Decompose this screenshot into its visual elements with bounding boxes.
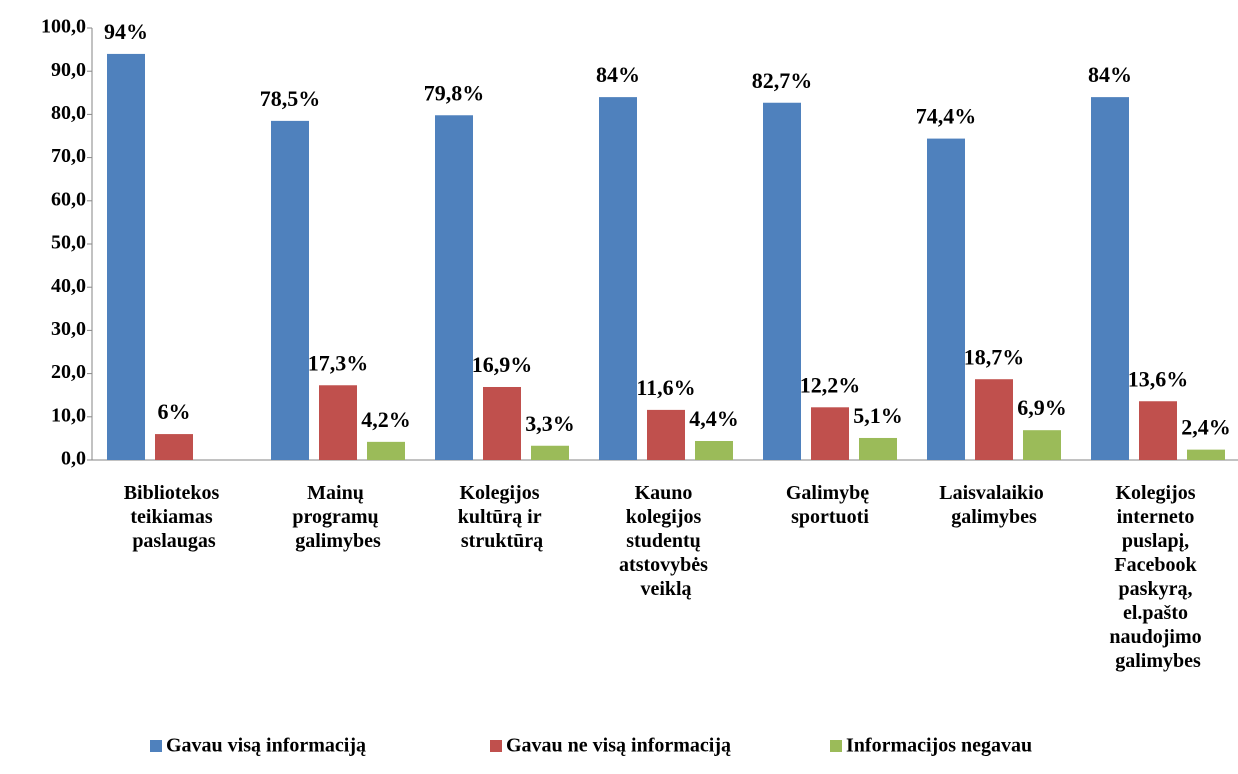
bar <box>1091 97 1129 461</box>
bar <box>647 409 685 460</box>
bar <box>811 407 849 460</box>
x-tick-label: Laisvalaikio galimybes <box>939 482 1048 528</box>
value-label: 84% <box>596 62 640 87</box>
value-label: 11,6% <box>636 375 695 400</box>
legend-label: Gavau visą informaciją <box>166 735 366 757</box>
bar <box>599 97 637 461</box>
x-tick-label: Bibliotekos teikiamas paslaugas <box>124 482 225 552</box>
value-label: 17,3% <box>308 350 369 375</box>
bar <box>367 441 405 460</box>
bar <box>859 437 897 460</box>
bar <box>107 53 145 461</box>
bar <box>1023 430 1061 460</box>
bar <box>927 138 965 461</box>
y-tick-label: 10,0 <box>51 404 86 426</box>
x-tick-label: Mainų programų galimybes <box>292 482 383 552</box>
legend-label: Informacijos negavau <box>846 735 1032 757</box>
bar <box>319 385 357 460</box>
y-tick-label: 80,0 <box>51 102 86 124</box>
bar <box>483 386 521 460</box>
value-label: 2,4% <box>1181 415 1231 440</box>
value-label: 3,3% <box>525 411 575 436</box>
bar <box>435 115 473 460</box>
value-label: 18,7% <box>964 344 1025 369</box>
bar <box>763 102 801 461</box>
bar <box>1139 401 1177 460</box>
value-label: 79,8% <box>424 80 485 105</box>
y-tick-label: 20,0 <box>51 361 86 383</box>
y-tick-label: 70,0 <box>51 145 86 167</box>
bar <box>695 440 733 460</box>
x-tick-label: Kauno kolegijos studentų atstovybės veik… <box>619 482 713 600</box>
y-tick-label: 50,0 <box>51 232 86 254</box>
legend-swatch <box>490 740 502 752</box>
value-label: 4,4% <box>689 406 739 431</box>
value-label: 12,2% <box>800 372 861 397</box>
x-tick-label: Kolegijos kultūrą ir struktūrą <box>458 482 547 552</box>
y-tick-label: 0,0 <box>61 448 86 470</box>
legend-label: Gavau ne visą informaciją <box>506 735 731 757</box>
value-label: 82,7% <box>752 68 813 93</box>
value-label: 94% <box>104 19 148 44</box>
legend-swatch <box>150 740 162 752</box>
y-tick-label: 90,0 <box>51 59 86 81</box>
value-label: 6% <box>158 399 191 424</box>
x-tick-label: Galimybę sportuoti <box>786 482 874 528</box>
value-label: 5,1% <box>853 403 903 428</box>
x-tick-label: Kolegijos interneto puslapį, Facebook pa… <box>1109 482 1206 672</box>
value-label: 6,9% <box>1017 395 1067 420</box>
legend-swatch <box>830 740 842 752</box>
bar <box>1187 449 1225 460</box>
y-tick-label: 40,0 <box>51 275 86 297</box>
y-tick-label: 30,0 <box>51 318 86 340</box>
y-tick-label: 100,0 <box>41 16 86 38</box>
value-label: 74,4% <box>916 104 977 129</box>
bar <box>155 434 193 460</box>
bar <box>975 379 1013 460</box>
value-label: 78,5% <box>260 86 321 111</box>
y-tick-label: 60,0 <box>51 188 86 210</box>
bar <box>271 120 309 460</box>
value-label: 84% <box>1088 62 1132 87</box>
value-label: 13,6% <box>1128 366 1189 391</box>
value-label: 4,2% <box>361 407 411 432</box>
value-label: 16,9% <box>472 352 533 377</box>
bar <box>531 445 569 460</box>
